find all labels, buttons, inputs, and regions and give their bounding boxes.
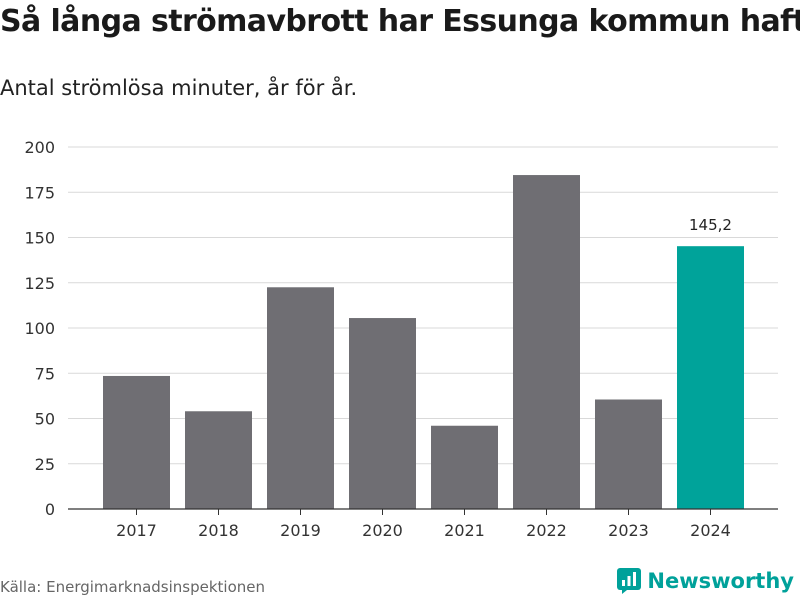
axes: [68, 508, 778, 515]
x-tick-label: 2021: [444, 521, 485, 540]
y-tick-label: 0: [45, 500, 55, 519]
bar-2024: [677, 246, 744, 510]
source-note: Källa: Energimarknadsinspektionen: [0, 578, 266, 596]
bar-2023: [595, 399, 662, 509]
y-tick-label: 125: [24, 274, 55, 293]
data-label: 145,2: [689, 216, 732, 234]
brand-name: Newsworthy: [647, 569, 794, 593]
x-tick-label: 2024: [690, 521, 731, 540]
y-tick-label: 175: [24, 183, 55, 202]
y-tick-label: 75: [35, 364, 55, 383]
y-tick-label: 25: [35, 455, 55, 474]
bar-2020: [349, 318, 416, 509]
x-tick-label: 2017: [116, 521, 157, 540]
chart-subtitle: Antal strömlösa minuter, år för år.: [0, 76, 358, 100]
bar-2022: [513, 175, 580, 509]
y-tick-label: 150: [24, 229, 55, 248]
gridlines: [68, 146, 778, 465]
brand-logo: Newsworthy: [617, 568, 794, 594]
y-tick-label: 200: [24, 138, 55, 157]
x-tick-label: 2022: [526, 521, 567, 540]
bar-2019: [267, 287, 334, 509]
y-tick-label: 50: [35, 410, 55, 429]
newsworthy-logo-icon: [617, 568, 642, 594]
labels: 0 25 50 75 100 125 150 175 200 2017 2018 2019 2020 20…: [24, 138, 732, 540]
x-tick-label: 2020: [362, 521, 403, 540]
bar-2018: [185, 411, 252, 509]
bar-2021: [431, 425, 498, 509]
x-tick-label: 2023: [608, 521, 649, 540]
x-tick-label: 2019: [280, 521, 321, 540]
chart-title: Så långa strömavbrott har Essunga kommun…: [0, 4, 800, 39]
bars: [103, 175, 744, 510]
bar-2017: [103, 375, 170, 509]
y-tick-label: 100: [24, 319, 55, 338]
bar-chart: 0 25 50 75 100 125 150 175 200 2017 2018 2019 2020 20…: [24, 138, 778, 540]
x-tick-label: 2018: [198, 521, 239, 540]
